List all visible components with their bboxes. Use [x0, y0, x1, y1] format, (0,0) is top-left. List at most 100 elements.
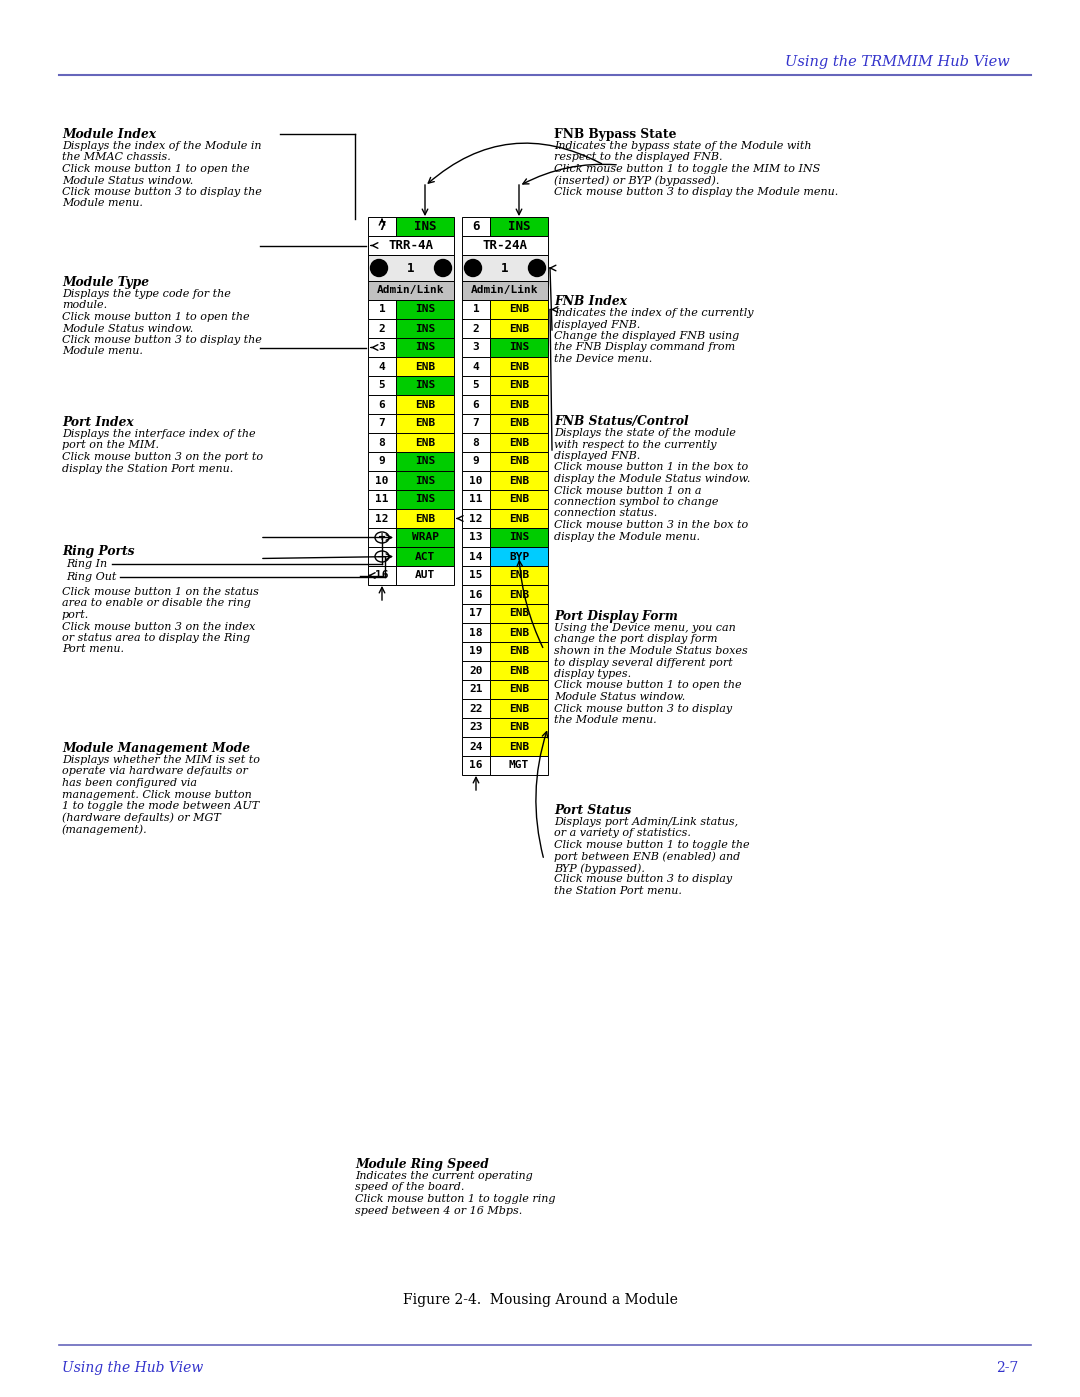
Bar	[462, 358, 490, 376]
Bar	[462, 509, 490, 528]
Text: AUT: AUT	[415, 570, 435, 581]
Text: Module Ring Speed: Module Ring Speed	[355, 1158, 489, 1171]
Text: Displays the state of the module: Displays the state of the module	[554, 427, 735, 439]
Bar	[462, 738, 490, 756]
Text: display the Module Status window.: display the Module Status window.	[554, 474, 751, 483]
Text: to display several different port: to display several different port	[554, 658, 732, 668]
Bar	[490, 643, 548, 661]
Text: Click mouse button 1 to open the: Click mouse button 1 to open the	[62, 312, 249, 321]
Text: 11: 11	[375, 495, 389, 504]
Bar	[396, 471, 454, 490]
Text: INS: INS	[509, 532, 529, 542]
Text: 1: 1	[379, 305, 386, 314]
Text: 9: 9	[379, 457, 386, 467]
Bar	[490, 698, 548, 718]
Bar	[462, 756, 490, 775]
Bar	[368, 471, 396, 490]
Bar	[490, 718, 548, 738]
Text: ENB: ENB	[509, 437, 529, 447]
Bar	[490, 585, 548, 604]
Bar	[490, 319, 548, 338]
Text: 14: 14	[469, 552, 483, 562]
Bar	[462, 623, 490, 643]
Bar	[368, 256, 454, 281]
Bar	[490, 217, 548, 236]
Text: Click mouse button 3 on the port to: Click mouse button 3 on the port to	[62, 453, 264, 462]
Text: 10: 10	[469, 475, 483, 486]
Text: Click mouse button 1 on the status: Click mouse button 1 on the status	[62, 587, 259, 597]
Bar	[462, 698, 490, 718]
Text: the Device menu.: the Device menu.	[554, 353, 652, 365]
Bar	[462, 490, 490, 509]
Bar	[462, 585, 490, 604]
Bar	[396, 566, 454, 585]
Bar	[490, 433, 548, 453]
Text: FNB Status/Control: FNB Status/Control	[554, 415, 689, 427]
Text: 4: 4	[473, 362, 480, 372]
Text: (hardware defaults) or MGT: (hardware defaults) or MGT	[62, 813, 220, 823]
Text: ENB: ENB	[509, 495, 529, 504]
Ellipse shape	[434, 260, 451, 277]
Text: INS: INS	[509, 342, 529, 352]
Bar	[490, 376, 548, 395]
Text: ENB: ENB	[509, 647, 529, 657]
Text: display types.: display types.	[554, 669, 631, 679]
Bar	[396, 509, 454, 528]
Text: Click mouse button 1 to toggle the MIM to INS: Click mouse button 1 to toggle the MIM t…	[554, 163, 820, 175]
Text: 16: 16	[469, 590, 483, 599]
Text: 3: 3	[473, 342, 480, 352]
Text: Click mouse button 3 to display the Module menu.: Click mouse button 3 to display the Modu…	[554, 187, 838, 197]
Text: ENB: ENB	[509, 305, 529, 314]
Bar	[462, 414, 490, 433]
Bar	[368, 236, 454, 256]
Bar	[396, 338, 454, 358]
Text: or status area to display the Ring: or status area to display the Ring	[62, 633, 251, 643]
Text: area to enable or disable the ring: area to enable or disable the ring	[62, 598, 251, 609]
Bar	[368, 509, 396, 528]
Bar	[368, 319, 396, 338]
Text: Module Index: Module Index	[62, 129, 156, 141]
Text: 7: 7	[378, 219, 386, 233]
Bar	[368, 281, 454, 300]
Text: −: −	[377, 552, 387, 562]
Text: INS: INS	[414, 219, 436, 233]
Text: Click mouse button 3 on the index: Click mouse button 3 on the index	[62, 622, 255, 631]
Text: 23: 23	[469, 722, 483, 732]
Bar	[396, 414, 454, 433]
Text: Port menu.: Port menu.	[62, 644, 124, 655]
Text: Indicates the bypass state of the Module with: Indicates the bypass state of the Module…	[554, 141, 811, 151]
Text: port between ENB (enabled) and: port between ENB (enabled) and	[554, 852, 740, 862]
Text: ENB: ENB	[509, 400, 529, 409]
Text: 12: 12	[469, 514, 483, 524]
Text: Displays port Admin/Link status,: Displays port Admin/Link status,	[554, 817, 738, 827]
Bar	[368, 548, 396, 566]
Bar	[462, 471, 490, 490]
Text: INS: INS	[415, 457, 435, 467]
Text: Module Management Mode: Module Management Mode	[62, 742, 249, 754]
Text: MGT: MGT	[509, 760, 529, 771]
Bar	[490, 490, 548, 509]
Text: ENB: ENB	[509, 419, 529, 429]
Ellipse shape	[528, 260, 545, 277]
Text: BYP: BYP	[509, 552, 529, 562]
Text: 15: 15	[469, 570, 483, 581]
Text: 4: 4	[379, 362, 386, 372]
Bar	[396, 548, 454, 566]
Text: operate via hardware defaults or: operate via hardware defaults or	[62, 767, 248, 777]
Bar	[462, 680, 490, 698]
Bar	[368, 414, 396, 433]
Text: Figure 2-4.  Mousing Around a Module: Figure 2-4. Mousing Around a Module	[403, 1294, 677, 1308]
Text: INS: INS	[415, 342, 435, 352]
Bar	[396, 376, 454, 395]
Text: Using the Device menu, you can: Using the Device menu, you can	[554, 623, 735, 633]
Text: Click mouse button 1 to toggle the: Click mouse button 1 to toggle the	[554, 840, 750, 849]
Bar	[462, 433, 490, 453]
Text: 22: 22	[469, 704, 483, 714]
Bar	[490, 300, 548, 319]
Text: the FNB Display command from: the FNB Display command from	[554, 342, 735, 352]
Text: 16: 16	[469, 760, 483, 771]
Text: ACT: ACT	[415, 552, 435, 562]
Text: TR-24A: TR-24A	[483, 239, 527, 251]
Text: 2-7: 2-7	[996, 1361, 1018, 1375]
Text: port on the MIM.: port on the MIM.	[62, 440, 159, 450]
